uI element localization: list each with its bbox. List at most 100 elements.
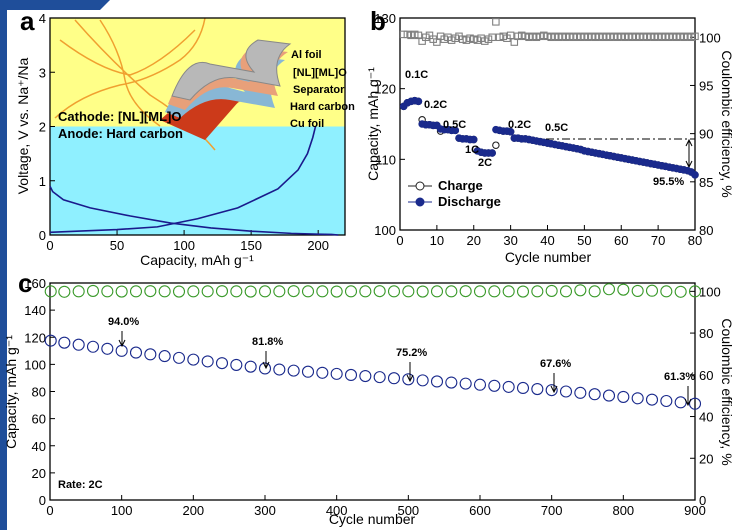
x-tick-label: 40	[540, 233, 554, 248]
y2-tick-label: 80	[699, 223, 713, 238]
y2-axis-label: Coulombic efficiency, %	[719, 50, 735, 197]
data-point	[373, 371, 386, 384]
x-tick-label: 800	[612, 503, 634, 518]
annotation-arrowhead	[262, 361, 270, 370]
data-point	[129, 346, 143, 359]
x-axis-label: Capacity, mAh g⁻¹	[140, 252, 254, 268]
y-tick-label: 80	[32, 385, 46, 400]
data-point	[172, 351, 186, 364]
data-point	[330, 285, 343, 298]
cathode-profiles	[54, 17, 251, 151]
data-point	[215, 285, 229, 298]
data-point	[488, 149, 496, 157]
data-point	[316, 285, 329, 298]
legend-marker	[415, 197, 425, 207]
data-point	[506, 128, 515, 136]
annotation-arrowhead	[406, 374, 414, 383]
y-axis-label: Capacity, mAh g⁻¹	[3, 335, 19, 449]
arrow-heads	[685, 138, 693, 169]
data-point	[559, 285, 573, 298]
y2-tick-label: 80	[699, 326, 713, 341]
legend-label: Charge	[438, 178, 483, 193]
data-point	[58, 285, 71, 298]
x-tick-label: 10	[430, 233, 444, 248]
data-point	[258, 362, 272, 375]
annotation: Rate: 2C	[58, 479, 103, 491]
x-tick-label: 150	[240, 238, 262, 253]
data-point	[502, 285, 515, 298]
y-tick-label: 3	[39, 65, 46, 80]
data-point	[301, 365, 315, 378]
y2-tick-label: 95	[699, 78, 713, 93]
data-point	[430, 375, 444, 388]
data-point	[674, 285, 687, 298]
data-point	[86, 284, 100, 297]
annotation-arrowhead	[118, 339, 126, 348]
data-point	[158, 350, 171, 363]
data-point	[660, 285, 673, 298]
annotation: Hard carbon	[290, 101, 355, 113]
panel-label: c	[18, 268, 32, 298]
annotation-arrowhead	[550, 385, 558, 394]
annotation: 67.6%	[540, 358, 571, 370]
data-point	[402, 373, 415, 386]
y2-tick-label: 60	[699, 368, 713, 383]
annotation: 61.3%	[664, 371, 695, 383]
data-point	[244, 285, 257, 298]
y2-tick-label: 40	[699, 410, 713, 425]
panel-label: a	[20, 6, 35, 36]
annotation: Cu foil	[290, 118, 324, 130]
panel-label: b	[370, 6, 386, 36]
y2-tick-label: 20	[699, 451, 713, 466]
x-tick-label: 600	[469, 503, 491, 518]
data-point	[230, 285, 243, 298]
x-tick-label: 900	[684, 503, 706, 518]
data-point	[574, 284, 587, 297]
data-point	[273, 285, 286, 298]
data-point	[416, 285, 429, 298]
data-point	[451, 126, 460, 135]
annotation: 0.5C	[443, 119, 466, 131]
y-axis-label: Voltage, V vs. Na⁺/Na	[15, 58, 31, 195]
data-line	[49, 185, 339, 236]
data-point	[469, 135, 478, 144]
data-point	[273, 363, 286, 376]
y-tick-label: 0	[39, 493, 46, 508]
x-tick-label: 0	[46, 238, 53, 253]
annotation: 94.0%	[108, 316, 139, 328]
annotation: 1C	[465, 144, 479, 156]
data-point	[516, 285, 530, 298]
data-point	[144, 285, 157, 298]
y-tick-label: 100	[24, 357, 46, 372]
data-point	[416, 374, 429, 387]
data-point	[187, 353, 200, 366]
data-point	[215, 357, 229, 370]
data-point	[115, 285, 128, 298]
y-tick-label: 4	[39, 11, 46, 26]
al-foil-layer	[171, 39, 292, 101]
data-point	[387, 285, 401, 298]
data-point	[445, 376, 458, 389]
annotation: 0.1C	[405, 69, 428, 81]
data-point	[101, 342, 114, 355]
legend-label: Discharge	[438, 194, 501, 209]
y-tick-label: 2	[39, 120, 46, 135]
x-tick-label: 100	[173, 238, 195, 253]
y2-tick-label: 100	[699, 30, 721, 45]
data-point	[645, 284, 659, 297]
x-tick-label: 50	[110, 238, 124, 253]
y-tick-label: 100	[374, 223, 396, 238]
x-tick-label: 70	[651, 233, 665, 248]
data-point	[492, 18, 500, 26]
data-point	[230, 358, 243, 371]
data-point	[602, 283, 616, 296]
data-point	[574, 386, 587, 399]
data-point	[459, 285, 472, 298]
data-point	[691, 171, 699, 179]
annotation: 95.5%	[653, 176, 684, 188]
y-tick-label: 140	[24, 303, 46, 318]
data-point	[502, 380, 515, 393]
x-axis-label: Cycle number	[329, 511, 416, 527]
y2-tick-label: 85	[699, 175, 713, 190]
